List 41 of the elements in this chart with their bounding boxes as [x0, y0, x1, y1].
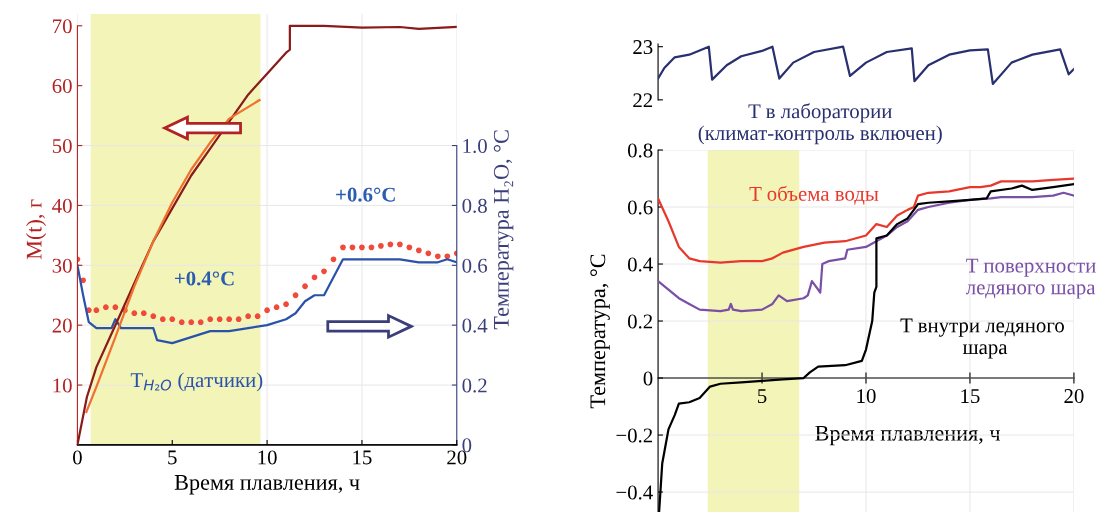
- series-label: T в лаборатории (климат-контроль включен): [698, 103, 942, 145]
- y-tick-label: 0.2: [627, 314, 653, 329]
- y-tick-label: −0.4: [616, 485, 653, 500]
- x-axis-title: Время плавления, ч: [174, 475, 360, 495]
- y-tick-label: 0.6: [627, 200, 653, 215]
- x-axis-title: Время плавления, ч: [815, 425, 1001, 446]
- series-label: T$_{H₂O}$ (датчики): [130, 372, 263, 392]
- y-tick-label: 23: [633, 40, 653, 55]
- y2-tick-label: 0.2: [462, 378, 487, 393]
- y2-tick-label: 0.4: [462, 318, 488, 333]
- y-tick-label: 20: [52, 318, 72, 333]
- series-label: T внутри ледяного шара: [900, 318, 1064, 359]
- y2-tick-label: 0.8: [462, 198, 487, 213]
- x-tick-label: 5: [758, 389, 767, 404]
- y2-tick-label: 0.6: [462, 258, 488, 273]
- x-tick-label: 10: [258, 450, 277, 465]
- x-tick-label: 10: [857, 389, 876, 404]
- x-tick-label: 15: [961, 389, 980, 404]
- y-tick-label: 10: [53, 378, 72, 393]
- y-tick-label: 0.8: [627, 143, 653, 158]
- y-tick-label: 22: [633, 93, 653, 108]
- annotation: +0.4°C: [174, 271, 234, 286]
- y-tick-label: 50: [52, 138, 72, 153]
- x-tick-label: 15: [353, 450, 372, 465]
- y-tick-label: 0.4: [627, 257, 653, 272]
- y-axis-title: Температура, °C: [590, 254, 610, 409]
- x-tick-label: 20: [1064, 389, 1084, 404]
- text: T поверхности ледяного шара: [966, 258, 1096, 299]
- y2-axis-title: Температура H₂O, °C: [493, 130, 514, 330]
- y-tick-label: 30: [52, 258, 72, 273]
- y-axis-title: M(t), г: [26, 199, 47, 260]
- y2-tick-label: 1.0: [463, 138, 487, 154]
- y-tick-label: 40: [52, 198, 72, 213]
- x-tick-label: 0: [73, 450, 82, 465]
- series-label: T объема воды: [749, 185, 879, 205]
- y-tick-label: 60: [52, 79, 72, 94]
- y-tick-label: 0: [643, 371, 653, 386]
- y-tick-label: −0.2: [616, 428, 653, 443]
- y-tick-label: 70: [53, 19, 72, 34]
- x-tick-label: 5: [168, 450, 177, 465]
- annotation: +0.6°C: [336, 187, 395, 202]
